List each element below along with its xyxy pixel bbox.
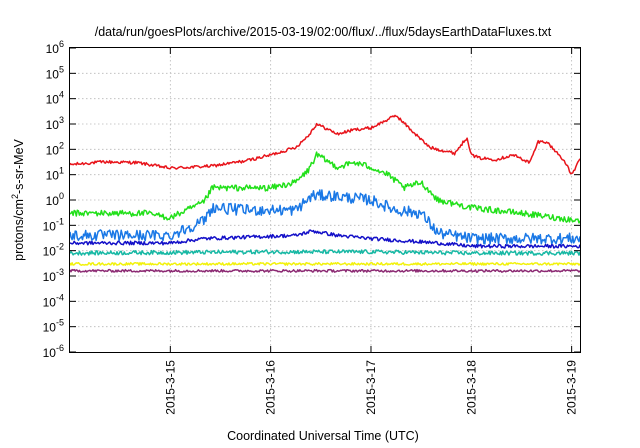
y-axis-title-prefix: protons/cm [12,199,26,261]
grid-layer [70,48,580,352]
chart-title: /data/run/goesPlots/archive/2015-03-19/0… [95,25,552,39]
y-tick-label-base: 10 [46,42,60,56]
x-tick-label: 2015-3-16 [264,360,278,415]
y-tick-label-exponent: -3 [56,267,64,277]
y-tick-label-base: 10 [43,321,57,335]
y-tick-label-exponent: -5 [56,318,64,328]
y-tick-label: 103 [46,115,64,132]
plot-frame [69,47,581,353]
x-tick-label: 2015-3-17 [364,360,378,415]
x-tick-label: 2015-3-15 [163,360,177,415]
y-tick-label-exponent: 1 [59,166,64,176]
y-tick-label: 102 [46,140,64,157]
x-tick-label: 2015-3-18 [464,360,478,415]
series-line-3 [69,189,581,245]
y-tick-label-exponent: 5 [59,64,64,74]
tick-layer: 10-610-510-410-310-210-11001011021031041… [43,39,580,415]
x-axis-title: Coordinated Universal Time (UTC) [227,429,419,443]
series-line-1 [69,114,581,175]
y-tick-label-exponent: 3 [59,115,64,125]
series-line-7 [69,268,581,273]
y-tick-label-base: 10 [46,143,60,157]
y-tick-label-base: 10 [43,245,57,259]
y-axis-title-suffix: -s-sr-MeV [12,138,26,194]
y-tick-label-exponent: -6 [56,343,64,353]
y-tick-label: 106 [46,39,64,56]
y-tick-label-exponent: -2 [56,242,64,252]
y-tick-label-exponent: 6 [59,39,64,49]
y-tick-label: 10-4 [43,292,64,309]
y-tick-label-base: 10 [43,346,57,360]
series-line-4 [69,229,581,249]
y-tick-label-base: 10 [46,93,60,107]
y-tick-label-base: 10 [46,194,60,208]
y-tick-label-exponent: 2 [59,140,64,150]
y-tick-label: 10-1 [43,216,64,233]
y-tick-label-base: 10 [46,169,60,183]
y-tick-label: 10-3 [43,267,64,284]
y-tick-label-exponent: 4 [59,90,64,100]
y-tick-label-base: 10 [46,67,60,81]
y-tick-label: 10-5 [43,318,64,335]
series-line-2 [69,151,581,224]
y-tick-label: 10-6 [43,343,64,360]
y-tick-label-exponent: -1 [56,216,64,226]
y-tick-label-base: 10 [43,270,57,284]
y-tick-label: 100 [46,191,64,208]
y-tick-label: 101 [46,166,64,183]
series-line-5 [69,249,581,256]
y-tick-label-exponent: 0 [59,191,64,201]
y-tick-label: 10-2 [43,242,64,259]
x-tick-label: 2015-3-19 [565,360,579,415]
y-tick-label-base: 10 [43,219,57,233]
y-tick-label: 105 [46,64,64,81]
y-tick-label-base: 10 [46,118,60,132]
y-tick-label-exponent: -4 [56,292,64,302]
series-layer [69,114,581,273]
y-tick-label-base: 10 [43,295,57,309]
y-tick-label: 104 [46,90,64,107]
series-line-6 [69,261,581,266]
y-axis-title-sup: 2 [10,194,20,199]
y-axis-title: protons/cm2-s-sr-MeV [10,138,26,260]
